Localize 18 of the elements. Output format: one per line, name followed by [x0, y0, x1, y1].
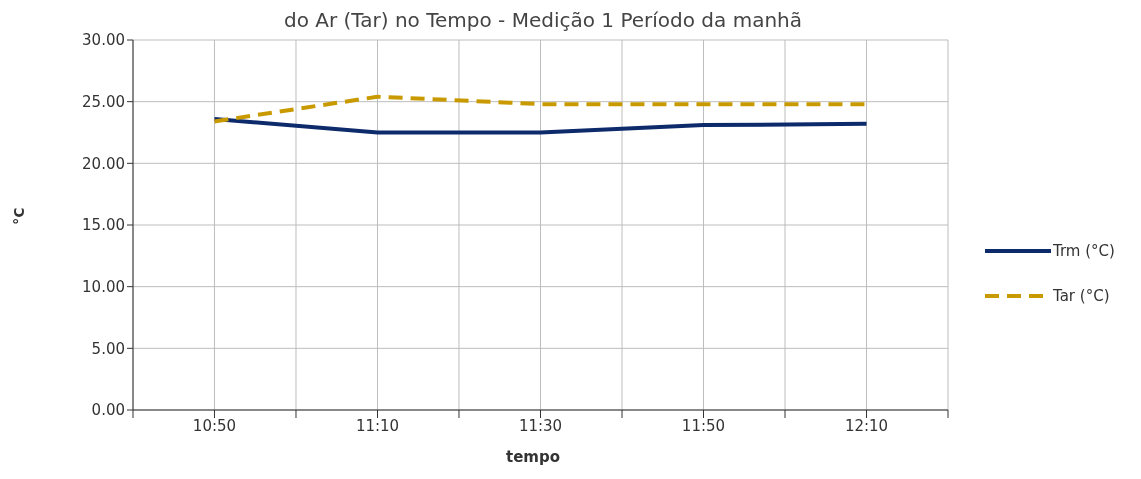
y-tick-label: 30.00: [82, 31, 125, 50]
y-tick-label: 25.00: [82, 92, 125, 111]
x-tick-label: 10:50: [192, 416, 237, 435]
x-axis-title: tempo: [505, 448, 561, 466]
legend-label: Trm (°C): [1053, 241, 1115, 260]
y-tick-label: 15.00: [82, 216, 125, 235]
x-tick-label: 11:50: [681, 416, 726, 435]
x-tick-label: 11:30: [518, 416, 563, 435]
line-series: [212, 116, 869, 135]
legend-label: Tar (°C): [1053, 286, 1110, 305]
y-tick-label: 5.00: [91, 339, 125, 358]
x-tick-label: 12:10: [844, 416, 889, 435]
y-tick-label: 10.00: [82, 277, 125, 296]
x-tick-label: 11:10: [355, 416, 400, 435]
y-tick-label: 20.00: [82, 154, 125, 173]
chart-title: do Ar (Tar) no Tempo - Medição 1 Período da manhã: [283, 8, 803, 32]
y-tick-label: 0.00: [91, 401, 125, 420]
y-axis-title: °C: [10, 207, 27, 225]
